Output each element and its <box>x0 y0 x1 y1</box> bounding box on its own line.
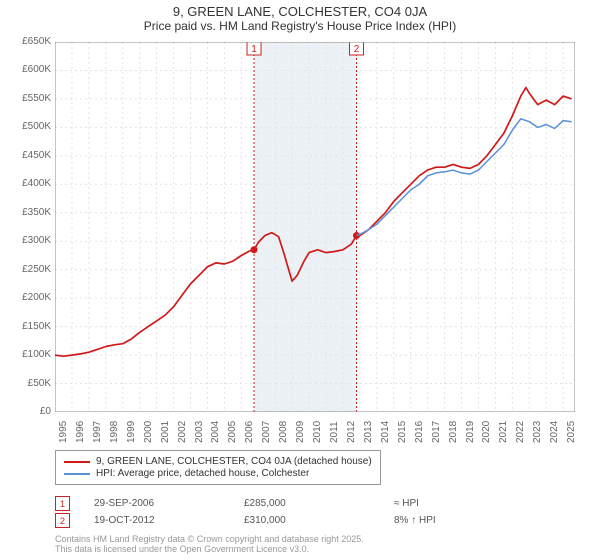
chart-svg: 12 <box>55 42 575 412</box>
legend-item: 9, GREEN LANE, COLCHESTER, CO4 0JA (deta… <box>64 456 372 467</box>
table-row: 1 29-SEP-2006 £285,000 ≈ HPI <box>55 496 560 511</box>
legend-swatch <box>64 473 90 475</box>
txn-date: 29-SEP-2006 <box>94 498 244 509</box>
txn-delta: 8% ↑ HPI <box>394 515 544 526</box>
marker-badge: 2 <box>55 513 70 528</box>
legend-label: HPI: Average price, detached house, Colc… <box>96 468 309 479</box>
txn-delta: ≈ HPI <box>394 498 544 509</box>
x-axis-labels: 1995199619971998199920002001200220032004… <box>55 415 575 445</box>
txn-price: £310,000 <box>244 515 394 526</box>
svg-text:1: 1 <box>251 44 257 55</box>
legend-label: 9, GREEN LANE, COLCHESTER, CO4 0JA (deta… <box>96 456 372 467</box>
legend-item: HPI: Average price, detached house, Colc… <box>64 468 372 479</box>
txn-price: £285,000 <box>244 498 394 509</box>
page-subtitle: Price paid vs. HM Land Registry's House … <box>0 19 600 33</box>
txn-date: 19-OCT-2012 <box>94 515 244 526</box>
attribution-line: Contains HM Land Registry data © Crown c… <box>55 534 364 544</box>
attribution-line: This data is licensed under the Open Gov… <box>55 544 364 554</box>
page-title: 9, GREEN LANE, COLCHESTER, CO4 0JA <box>0 4 600 19</box>
marker-badge: 1 <box>55 496 70 511</box>
legend: 9, GREEN LANE, COLCHESTER, CO4 0JA (deta… <box>55 450 381 485</box>
legend-swatch <box>64 461 90 463</box>
price-chart: 12 <box>55 42 575 412</box>
table-row: 2 19-OCT-2012 £310,000 8% ↑ HPI <box>55 513 560 528</box>
transaction-table: 1 29-SEP-2006 £285,000 ≈ HPI 2 19-OCT-20… <box>55 494 560 530</box>
svg-text:2: 2 <box>354 44 360 55</box>
attribution: Contains HM Land Registry data © Crown c… <box>55 534 364 555</box>
